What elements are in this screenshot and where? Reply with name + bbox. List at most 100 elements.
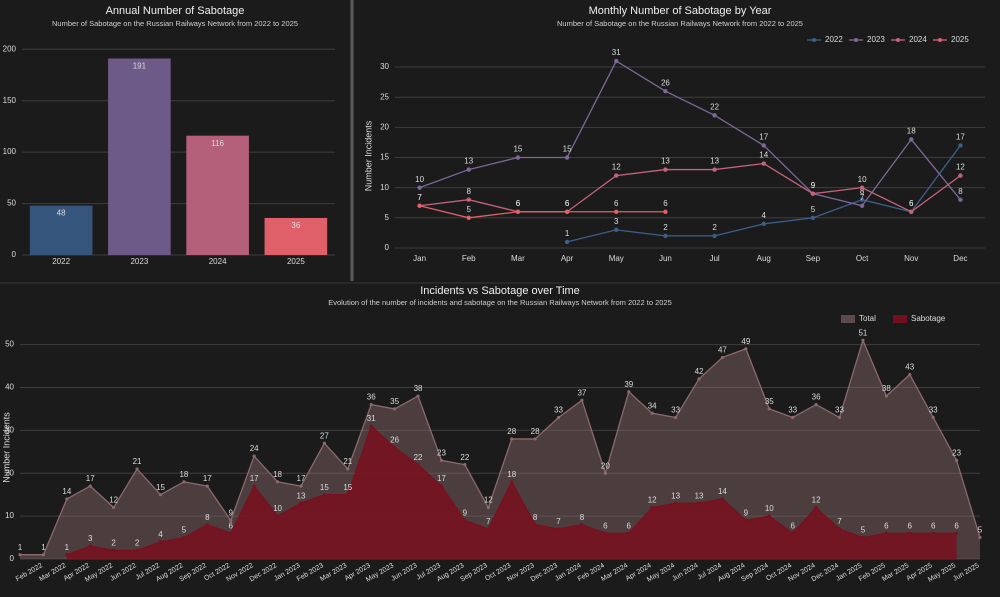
x-tick-label: Aug (757, 254, 771, 263)
data-label: 23 (952, 448, 961, 457)
data-label: 5 (811, 205, 816, 214)
point (884, 531, 888, 535)
data-label: 6 (627, 521, 632, 530)
point (908, 531, 912, 535)
data-label: 191 (133, 62, 147, 71)
data-label: 23 (437, 448, 446, 457)
data-label: 6 (663, 199, 668, 208)
data-label: 2 (663, 223, 668, 232)
data-label: 3 (88, 534, 93, 543)
data-label: 1 (18, 543, 23, 552)
point (954, 531, 959, 535)
x-tick-label: Jul (709, 254, 719, 263)
point (712, 113, 717, 118)
data-label: 13 (695, 491, 704, 500)
x-tick-label: Dec (953, 254, 967, 263)
chart-subtitle: Evolution of the number of incidents and… (328, 298, 672, 307)
data-label: 2 (135, 539, 140, 548)
point (252, 484, 256, 488)
y-tick-label: 0 (10, 554, 15, 563)
data-label: 6 (565, 199, 570, 208)
point (697, 501, 701, 505)
y-tick-label: 20 (380, 122, 389, 131)
point (466, 197, 471, 202)
legend-label: 2025 (951, 35, 969, 44)
point (135, 467, 139, 471)
y-tick-label: 25 (380, 92, 389, 101)
point (663, 88, 668, 94)
data-label: 13 (297, 491, 306, 500)
point (614, 209, 619, 214)
point (252, 454, 256, 458)
point (810, 191, 816, 196)
data-label: 12 (956, 163, 965, 172)
point (229, 531, 233, 535)
data-label: 1 (41, 543, 46, 552)
point (614, 173, 619, 178)
point (88, 484, 92, 488)
data-label: 31 (367, 414, 376, 423)
data-label: 9 (229, 509, 234, 518)
point (761, 161, 766, 166)
data-label: 6 (931, 521, 936, 530)
point (463, 463, 467, 467)
data-label: 38 (882, 384, 891, 393)
point (556, 415, 561, 420)
y-tick-label: 10 (380, 183, 389, 192)
area-fill (66, 426, 957, 559)
point (650, 505, 654, 510)
data-label: 7 (417, 193, 422, 202)
data-label: 33 (671, 406, 680, 415)
point (978, 535, 982, 540)
data-label: 26 (661, 78, 670, 87)
data-label: 36 (291, 221, 300, 230)
data-label: 12 (812, 496, 821, 505)
point (510, 437, 514, 441)
point (761, 221, 766, 227)
point (112, 548, 116, 553)
data-label: 9 (811, 181, 816, 190)
series-line (419, 162, 961, 213)
data-label: 42 (695, 367, 704, 376)
point (275, 514, 280, 518)
legend-label: 2022 (825, 35, 843, 44)
point (627, 390, 631, 394)
point (767, 514, 771, 518)
data-label: 36 (812, 393, 821, 402)
point (322, 441, 326, 445)
legend-swatch (893, 315, 907, 323)
data-label: 33 (788, 406, 797, 415)
data-label: 9 (811, 181, 816, 190)
data-label: 6 (790, 521, 795, 530)
point (463, 518, 467, 523)
data-label: 14 (718, 487, 727, 496)
data-label: 7 (860, 193, 865, 202)
y-tick-label: 50 (5, 340, 14, 349)
point (556, 527, 561, 531)
data-label: 5 (467, 205, 472, 214)
x-tick-label: Jan (413, 254, 426, 263)
point (417, 185, 422, 190)
data-label: 17 (759, 133, 768, 142)
point (439, 458, 444, 462)
data-label: 31 (612, 48, 621, 57)
data-label: 21 (343, 457, 352, 466)
x-tick-label: 2023 (130, 257, 148, 266)
point (158, 540, 163, 544)
data-label: 24 (250, 444, 259, 453)
data-label: 18 (273, 470, 282, 479)
data-label: 27 (320, 431, 329, 440)
y-tick-label: 200 (3, 44, 17, 53)
data-label: 17 (203, 474, 212, 483)
series-line (419, 205, 666, 219)
point (346, 493, 350, 497)
point (614, 58, 619, 64)
point (614, 227, 619, 233)
data-label: 12 (648, 496, 657, 505)
point (158, 493, 163, 497)
data-label: 10 (415, 175, 424, 184)
data-label: 15 (563, 145, 572, 154)
legend-label: Total (859, 314, 876, 323)
point (533, 523, 537, 527)
point (814, 505, 818, 510)
